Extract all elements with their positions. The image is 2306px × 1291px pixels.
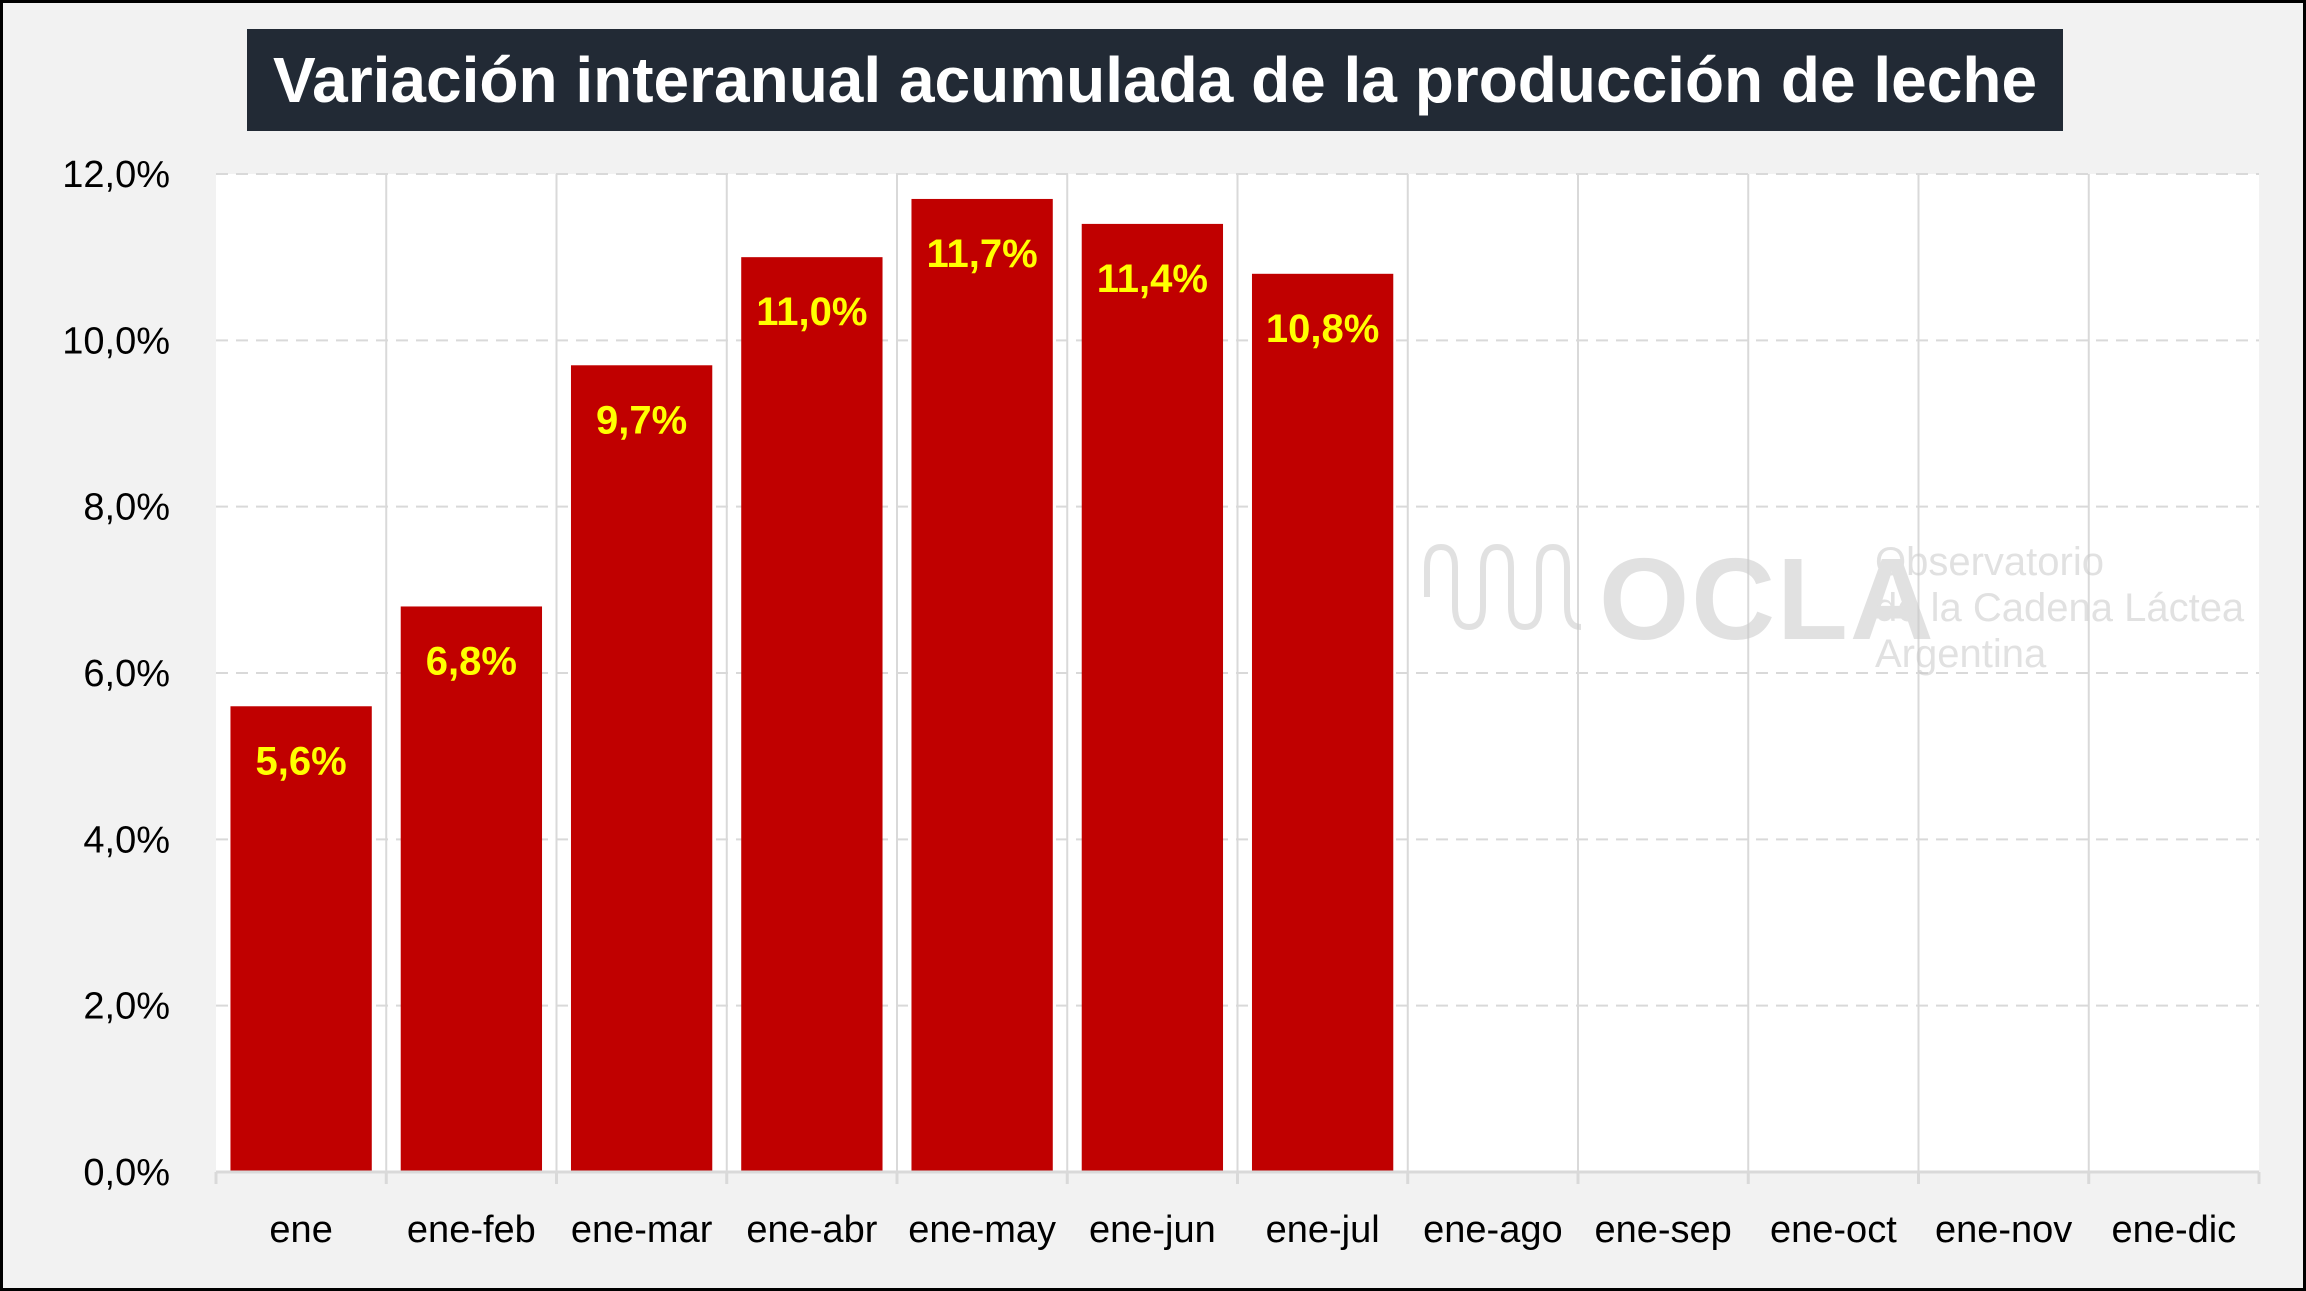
milk-wave-logo-icon bbox=[1424, 543, 1582, 631]
chart-title: Variación interanual acumulada de la pro… bbox=[272, 44, 2038, 116]
watermark-text: Observatorio de la Cadena Láctea Argenti… bbox=[1875, 539, 2244, 677]
watermark-line-3: Argentina bbox=[1875, 632, 2047, 676]
y-tick-label: 8,0% bbox=[83, 487, 170, 529]
x-tick-label: ene-dic bbox=[2112, 1209, 2237, 1251]
watermark-line-1: Observatorio bbox=[1875, 540, 2104, 584]
bar bbox=[1251, 273, 1394, 1172]
value-label: 11,7% bbox=[927, 232, 1038, 276]
value-labels: 5,6% 6,8% 9,7% 11,0% 11,7% 11,4% 10,8% bbox=[256, 232, 1380, 783]
bar bbox=[570, 365, 713, 1172]
grid-lines bbox=[216, 173, 2259, 1172]
bar bbox=[230, 706, 372, 1172]
x-tick-label: ene-jun bbox=[1089, 1209, 1216, 1251]
x-tick-label: ene-mar bbox=[571, 1209, 713, 1251]
x-tick-label: ene-abr bbox=[746, 1209, 877, 1251]
ocla-watermark: OCLA Observatorio de la Cadena Láctea Ar… bbox=[1421, 531, 2244, 681]
x-tick-label: ene-oct bbox=[1770, 1209, 1897, 1251]
bars bbox=[230, 198, 1394, 1172]
x-tick-label: ene-sep bbox=[1594, 1209, 1731, 1251]
x-tick-label: ene-ago bbox=[1423, 1209, 1562, 1251]
axes: 0,0% 2,0% 4,0% 6,0% 8,0% 10,0% 12,0% ene ene-feb… bbox=[62, 154, 2261, 1251]
watermark-acronym: OCLA bbox=[1599, 534, 1936, 664]
bar bbox=[1081, 223, 1224, 1172]
x-tick-label: ene-nov bbox=[1935, 1209, 2072, 1251]
value-label: 9,7% bbox=[596, 398, 687, 442]
y-tick-label: 2,0% bbox=[83, 986, 170, 1028]
bar bbox=[400, 606, 543, 1172]
bar bbox=[741, 257, 883, 1172]
bar-chart: 0,0% 2,0% 4,0% 6,0% 8,0% 10,0% 12,0% ene ene-feb… bbox=[62, 154, 2261, 1251]
y-tick-label: 12,0% bbox=[62, 154, 170, 196]
watermark-line-2: de la Cadena Láctea bbox=[1875, 586, 2245, 630]
x-tick-label: ene bbox=[269, 1209, 332, 1251]
value-label: 10,8% bbox=[1266, 307, 1379, 351]
x-tick-label: ene-may bbox=[908, 1209, 1056, 1251]
y-tick-label: 4,0% bbox=[83, 819, 170, 861]
x-tick-label: ene-jul bbox=[1266, 1209, 1380, 1251]
y-tick-label: 0,0% bbox=[83, 1152, 170, 1194]
x-tick-label: ene-feb bbox=[407, 1209, 536, 1251]
value-label: 11,0% bbox=[756, 290, 867, 334]
title-box: Variación interanual acumulada de la pro… bbox=[247, 29, 2063, 131]
y-tick-label: 6,0% bbox=[83, 653, 170, 695]
bar bbox=[911, 198, 1053, 1172]
value-label: 5,6% bbox=[256, 739, 347, 783]
y-tick-label: 10,0% bbox=[62, 320, 170, 362]
value-label: 6,8% bbox=[426, 639, 517, 683]
value-label: 11,4% bbox=[1097, 257, 1208, 301]
